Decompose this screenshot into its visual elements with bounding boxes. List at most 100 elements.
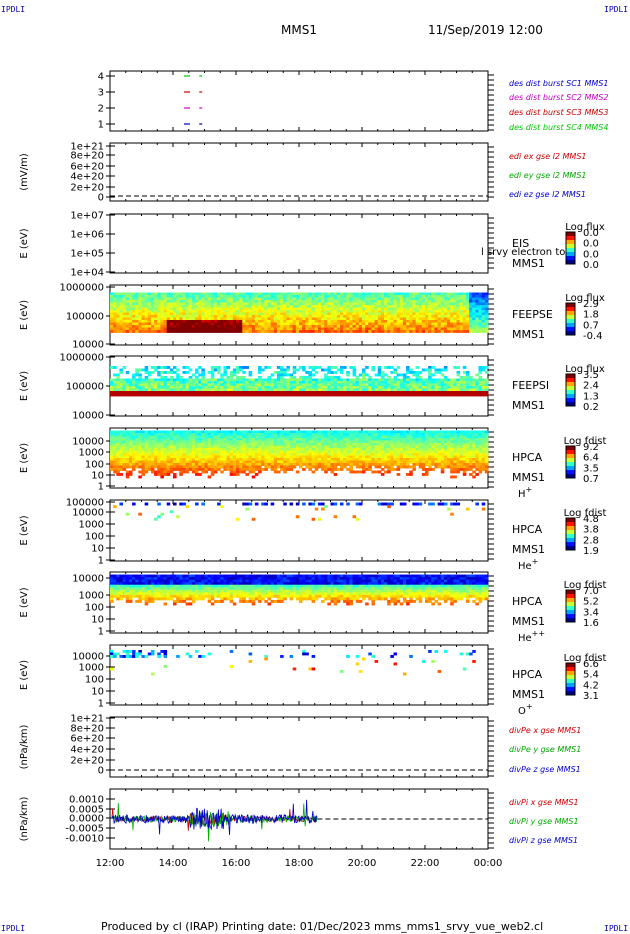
spectrogram-cell bbox=[333, 295, 338, 298]
spectrogram-cell bbox=[110, 330, 114, 333]
spectrogram-cell bbox=[150, 307, 155, 311]
spectrogram-cell bbox=[292, 430, 297, 434]
spectrogram-cell bbox=[333, 312, 338, 316]
spectrogram-cell bbox=[144, 460, 149, 464]
spectrogram-cell bbox=[141, 302, 146, 306]
spectrogram-cell bbox=[330, 448, 335, 451]
spectrogram-cell bbox=[116, 455, 120, 459]
spectrogram-cell bbox=[210, 378, 215, 382]
spectrogram-cell bbox=[447, 302, 451, 306]
spectrogram-cell bbox=[374, 440, 379, 444]
spectrogram-cell bbox=[280, 310, 284, 313]
spectrogram-cell bbox=[280, 330, 284, 333]
spectrogram-cell bbox=[472, 322, 476, 326]
spectrogram-cell bbox=[236, 458, 240, 461]
spectrogram-cell bbox=[415, 320, 420, 323]
spectrogram-cell bbox=[150, 325, 155, 328]
spectrogram-cell bbox=[226, 438, 231, 441]
spectrogram-cell bbox=[295, 325, 300, 328]
spectrogram-cell bbox=[377, 443, 382, 446]
spectrogram-cell bbox=[264, 325, 268, 328]
spectrogram-cell bbox=[270, 297, 275, 301]
spectrogram-cell bbox=[239, 295, 243, 298]
spectrogram-cell bbox=[166, 468, 171, 471]
spectrogram-cell bbox=[157, 458, 161, 461]
spectrogram-cell bbox=[447, 320, 451, 323]
spectrogram-cell bbox=[270, 373, 275, 377]
spectrogram-cell bbox=[380, 383, 385, 387]
spectrogram-cell bbox=[299, 376, 303, 379]
spectrogram-cell bbox=[377, 453, 382, 456]
y-tick-label: 6e+20 bbox=[70, 162, 104, 173]
spectrogram-cell bbox=[302, 381, 306, 384]
spectrogram-cell bbox=[440, 307, 445, 311]
spectrogram-cell bbox=[122, 300, 127, 303]
spectrogram-cell bbox=[179, 388, 183, 392]
spectrogram-cell bbox=[431, 373, 435, 377]
spectrogram-cell bbox=[141, 322, 146, 326]
spectrogram-cell bbox=[169, 453, 174, 456]
spectrogram-cell bbox=[198, 320, 202, 323]
spectrogram-cell bbox=[223, 453, 227, 456]
spectrogram-cell bbox=[276, 438, 281, 441]
spectrogram-cell bbox=[396, 330, 401, 333]
spectrogram-cell bbox=[387, 378, 391, 382]
spectrogram-cell bbox=[232, 292, 237, 296]
spectrogram-cell bbox=[163, 438, 168, 441]
spectrogram-cell bbox=[349, 295, 353, 298]
spectrogram-cell bbox=[311, 366, 316, 369]
spectrogram-cell bbox=[204, 297, 209, 301]
spectrogram-cell bbox=[336, 317, 341, 321]
spectrogram-cell bbox=[270, 460, 275, 464]
spectrogram-cell bbox=[368, 307, 372, 311]
spectrogram-cell bbox=[384, 310, 388, 313]
spectrogram-cell bbox=[110, 325, 114, 328]
spectrogram-cell bbox=[472, 378, 476, 382]
spectrogram-cell bbox=[409, 307, 413, 311]
spectrogram-cell bbox=[242, 383, 246, 387]
spectrogram-cell bbox=[179, 445, 183, 449]
spectrogram-cell bbox=[317, 366, 322, 369]
colorbar-tick-label: -0.4 bbox=[583, 331, 603, 342]
spectrogram-cell bbox=[166, 381, 171, 384]
spectrogram-cell bbox=[242, 448, 246, 451]
spectrogram-cell bbox=[283, 325, 287, 328]
spectrogram-cell bbox=[469, 386, 473, 389]
spectrogram-cell bbox=[226, 393, 231, 397]
spectrogram-cell bbox=[207, 435, 212, 439]
spectrogram-cell bbox=[462, 376, 467, 379]
spectrogram-cell bbox=[302, 388, 306, 392]
spectrogram-cell bbox=[226, 366, 231, 369]
spectrogram-cell bbox=[267, 465, 272, 469]
spectrogram-cell bbox=[317, 391, 322, 394]
legend-entry: des dist burst SC2 MMS2 bbox=[509, 93, 608, 102]
spectrogram-cell bbox=[128, 448, 133, 451]
spectrogram-cell bbox=[380, 292, 385, 296]
spectrogram-cell bbox=[141, 310, 146, 313]
spectrogram-cell bbox=[119, 465, 123, 469]
spectrogram-cell bbox=[317, 325, 322, 328]
spectrogram-cell bbox=[368, 312, 372, 316]
spectrogram-cell bbox=[443, 381, 448, 384]
spectrogram-cell bbox=[384, 430, 388, 434]
spectrogram-cell bbox=[355, 453, 360, 456]
spectrogram-cell bbox=[264, 366, 268, 369]
spectrogram-cell bbox=[308, 325, 312, 328]
spectrogram-cell bbox=[191, 430, 196, 434]
spectrogram-cell bbox=[292, 391, 297, 394]
spectrogram-cell bbox=[333, 473, 338, 476]
spectrogram-cell bbox=[324, 383, 328, 387]
spectrogram-cell bbox=[176, 330, 180, 333]
spectrogram-cell bbox=[402, 393, 407, 397]
spectrogram-cell bbox=[305, 433, 309, 436]
spectrogram-cell bbox=[119, 386, 123, 389]
spectrogram-cell bbox=[160, 381, 164, 384]
spectrogram-cell bbox=[150, 371, 155, 374]
spectrogram-cell bbox=[213, 438, 218, 441]
spectrogram-cell bbox=[283, 322, 287, 326]
spectrogram-cell bbox=[399, 322, 404, 326]
spectrogram-cell bbox=[144, 391, 149, 394]
spectrogram-cell bbox=[308, 445, 312, 449]
spectrogram-cell bbox=[248, 438, 253, 441]
